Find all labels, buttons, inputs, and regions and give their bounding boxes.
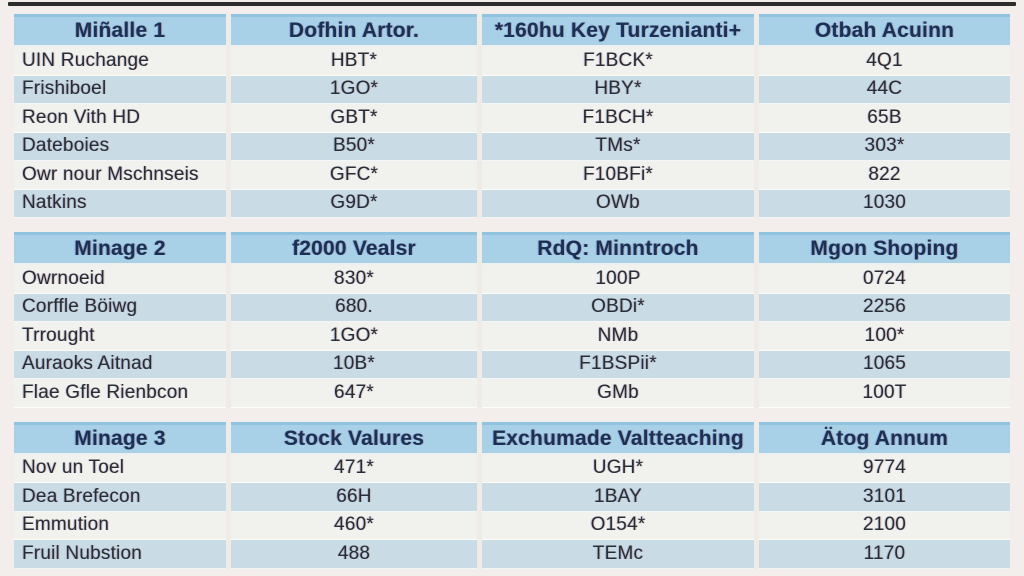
value-cell: 488: [231, 540, 477, 569]
table-section-2: Minage 2 f2000 Vealsr RdQ: Minntroch Mgon S…: [14, 232, 1010, 408]
value-cell: G9D*: [231, 189, 477, 218]
column-header: *160hu Key Turzenianti+: [482, 14, 754, 47]
row-label-cell: Dea Brefecon: [14, 483, 226, 512]
value-cell: O154*: [482, 511, 754, 540]
column-header: Otbah Acuinn: [759, 14, 1010, 47]
top-divider-line: [8, 2, 1016, 6]
row-label-cell: Owr nour Mschnseis: [14, 161, 226, 190]
value-cell: GFC*: [231, 161, 477, 190]
value-cell: 100T: [759, 379, 1010, 408]
table-row: Flae Gfle Rienbcon 647* GMb 100T: [14, 379, 1010, 408]
value-cell: 44C: [759, 75, 1010, 104]
row-label-cell: UIN Ruchange: [14, 47, 226, 76]
table-row: Owr nour Mschnseis GFC* F10BFi* 822: [14, 161, 1010, 190]
value-cell: 471*: [231, 454, 477, 483]
table-row: UIN Ruchange HBT* F1BCK* 4Q1: [14, 47, 1010, 76]
value-cell: TEMc: [482, 540, 754, 569]
value-cell: 2100: [759, 511, 1010, 540]
row-label-cell: Frishiboel: [14, 75, 226, 104]
value-cell: HBT*: [231, 47, 477, 76]
table-row: Natkins G9D* OWb 1030: [14, 189, 1010, 218]
row-label-cell: Nov un Toel: [14, 454, 226, 483]
table-section-3: Minage 3 Stock Valures Exchumade Valtteach…: [14, 421, 1010, 569]
value-cell: F1BCK*: [482, 47, 754, 76]
table-row: Nov un Toel 471* UGH* 9774: [14, 454, 1010, 483]
value-cell: OBDi*: [482, 293, 754, 322]
value-cell: 4Q1: [759, 47, 1010, 76]
table-row: Dea Brefecon 66H 1BAY 3101: [14, 483, 1010, 512]
value-cell: HBY*: [482, 75, 754, 104]
table-row: Owrnoeid 830* 100P 0724: [14, 265, 1010, 294]
value-cell: UGH*: [482, 454, 754, 483]
value-cell: 100P: [482, 265, 754, 294]
column-header: RdQ: Minntroch: [482, 232, 754, 265]
value-cell: 2256: [759, 293, 1010, 322]
value-cell: 9774: [759, 454, 1010, 483]
value-cell: 680.: [231, 293, 477, 322]
column-header: f2000 Vealsr: [231, 232, 477, 265]
value-cell: 100*: [759, 322, 1010, 351]
table-row: Emmution 460* O154* 2100: [14, 511, 1010, 540]
row-label-cell: Trrought: [14, 322, 226, 351]
value-cell: 1GO*: [231, 322, 477, 351]
row-label-cell: Natkins: [14, 189, 226, 218]
row-label-cell: Fruil Nubstion: [14, 540, 226, 569]
value-cell: 66H: [231, 483, 477, 512]
value-cell: 1GO*: [231, 75, 477, 104]
column-header: Minage 3: [14, 421, 226, 455]
value-cell: 647*: [231, 379, 477, 408]
row-label-cell: Corffle Böiwg: [14, 293, 226, 322]
table-row: Corffle Böiwg 680. OBDi* 2256: [14, 293, 1010, 322]
tables: Miñalle 1 Dofhin Artor. *160hu Key Turzeni…: [14, 14, 1010, 569]
header-row: Minage 3 Stock Valures Exchumade Valtteach…: [14, 421, 1010, 455]
table-row: Frishiboel 1GO* HBY* 44C: [14, 75, 1010, 104]
value-cell: 1BAY: [482, 483, 754, 512]
value-cell: 303*: [759, 132, 1010, 161]
table-section-1: Miñalle 1 Dofhin Artor. *160hu Key Turzeni…: [14, 14, 1010, 218]
value-cell: NMb: [482, 322, 754, 351]
row-label-cell: Auraoks Aitnad: [14, 350, 226, 379]
column-header: Stock Valures: [231, 421, 477, 455]
column-header: Miñalle 1: [14, 14, 226, 47]
column-header: Minage 2: [14, 232, 226, 265]
table-row: Auraoks Aitnad 10B* F1BSPii* 1065: [14, 350, 1010, 379]
value-cell: 10B*: [231, 350, 477, 379]
header-row: Minage 2 f2000 Vealsr RdQ: Minntroch Mgon S…: [14, 232, 1010, 265]
table-row: Trrought 1GO* NMb 100*: [14, 322, 1010, 351]
value-cell: B50*: [231, 132, 477, 161]
row-label-cell: Owrnoeid: [14, 265, 226, 294]
value-cell: TMs*: [482, 132, 754, 161]
value-cell: 1065: [759, 350, 1010, 379]
table-row: Reon Vith HD GBT* F1BCH* 65B: [14, 104, 1010, 133]
row-label-cell: Emmution: [14, 511, 226, 540]
value-cell: F1BSPii*: [482, 350, 754, 379]
value-cell: 830*: [231, 265, 477, 294]
value-cell: OWb: [482, 189, 754, 218]
value-cell: 1170: [759, 540, 1010, 569]
value-cell: F10BFi*: [482, 161, 754, 190]
header-row: Miñalle 1 Dofhin Artor. *160hu Key Turzeni…: [14, 14, 1010, 47]
value-cell: 460*: [231, 511, 477, 540]
value-cell: 3101: [759, 483, 1010, 512]
value-cell: GMb: [482, 379, 754, 408]
column-header: Dofhin Artor.: [231, 14, 477, 47]
value-cell: 1030: [759, 189, 1010, 218]
value-cell: F1BCH*: [482, 104, 754, 133]
column-header: Mgon Shoping: [759, 232, 1010, 265]
row-label-cell: Flae Gfle Rienbcon: [14, 379, 226, 408]
table-row: Dateboies B50* TMs* 303*: [14, 132, 1010, 161]
value-cell: 0724: [759, 265, 1010, 294]
table-row: Fruil Nubstion 488 TEMc 1170: [14, 540, 1010, 569]
row-label-cell: Reon Vith HD: [14, 104, 226, 133]
row-label-cell: Dateboies: [14, 132, 226, 161]
column-header: Exchumade Valtteaching: [482, 421, 754, 455]
value-cell: GBT*: [231, 104, 477, 133]
value-cell: 65B: [759, 104, 1010, 133]
column-header: Ätog Annum: [759, 421, 1010, 455]
value-cell: 822: [759, 161, 1010, 190]
